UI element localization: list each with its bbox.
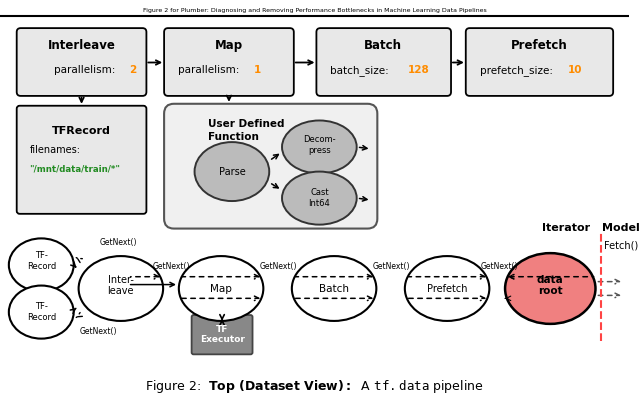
Text: 10: 10 (568, 65, 582, 75)
Text: GetNext(): GetNext() (259, 262, 297, 271)
FancyBboxPatch shape (17, 28, 147, 96)
Text: filenames:: filenames: (29, 145, 81, 155)
Text: GetNext(): GetNext() (99, 238, 137, 247)
Text: Figure 2:  $\bf{Top\ (Dataset\ View):}$  A $\mathtt{tf.data}$ pipeline: Figure 2: $\bf{Top\ (Dataset\ View):}$ A… (145, 378, 484, 395)
Text: Cast
Int64: Cast Int64 (308, 188, 330, 208)
Text: prefetch_size:: prefetch_size: (479, 65, 556, 76)
Ellipse shape (292, 256, 376, 321)
Text: Figure 2 for Plumber: Diagnosing and Removing Performance Bottlenecks in Machine: Figure 2 for Plumber: Diagnosing and Rem… (143, 8, 486, 13)
Text: Iterator: Iterator (542, 223, 590, 233)
Text: Prefetch: Prefetch (511, 39, 568, 52)
Ellipse shape (9, 286, 74, 339)
Text: GetNext(): GetNext() (481, 262, 518, 271)
Text: batch_size:: batch_size: (330, 65, 392, 76)
Text: Batch: Batch (364, 39, 402, 52)
Text: "/mnt/data/train/*": "/mnt/data/train/*" (29, 164, 120, 173)
Text: GetNext(): GetNext() (372, 262, 410, 271)
Text: GetNext(): GetNext() (152, 262, 189, 271)
Text: Map: Map (210, 284, 232, 293)
Text: parallelism:: parallelism: (54, 65, 118, 75)
Text: Map: Map (215, 39, 243, 52)
Ellipse shape (282, 172, 356, 225)
FancyBboxPatch shape (191, 315, 253, 354)
Text: Decom-
press: Decom- press (303, 135, 335, 155)
FancyBboxPatch shape (164, 104, 378, 228)
FancyBboxPatch shape (164, 28, 294, 96)
FancyBboxPatch shape (466, 28, 613, 96)
Ellipse shape (9, 238, 74, 291)
Ellipse shape (405, 256, 490, 321)
Text: Interleave: Interleave (47, 39, 115, 52)
Text: parallelism:: parallelism: (178, 65, 243, 75)
Text: data
root: data root (537, 275, 564, 296)
FancyBboxPatch shape (17, 106, 147, 214)
Text: TFRecord: TFRecord (52, 126, 111, 136)
Ellipse shape (179, 256, 263, 321)
Text: 128: 128 (408, 65, 429, 75)
Text: User Defined: User Defined (208, 120, 285, 129)
Text: TF-
Record: TF- Record (27, 251, 56, 271)
Text: Fetch(): Fetch() (604, 240, 638, 250)
Text: Prefetch: Prefetch (427, 284, 467, 293)
Ellipse shape (282, 120, 356, 173)
Text: GetNext(): GetNext() (79, 327, 117, 336)
Text: TF-
Record: TF- Record (27, 302, 56, 322)
Ellipse shape (79, 256, 163, 321)
Text: 2: 2 (129, 65, 136, 75)
FancyBboxPatch shape (316, 28, 451, 96)
Text: 1: 1 (253, 65, 260, 75)
Text: Batch: Batch (319, 284, 349, 293)
Text: Inter-
leave: Inter- leave (108, 275, 134, 296)
Ellipse shape (505, 253, 595, 324)
Ellipse shape (195, 142, 269, 201)
Text: Model: Model (602, 223, 640, 233)
Text: TF
Executor: TF Executor (200, 325, 244, 344)
Text: Function: Function (208, 132, 259, 142)
Text: Parse: Parse (218, 166, 245, 177)
